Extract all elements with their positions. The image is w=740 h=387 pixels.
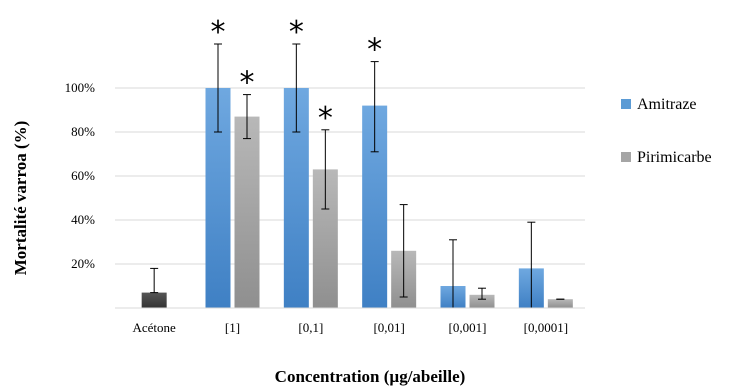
x-tick-label: Acétone xyxy=(133,320,177,335)
x-tick-label: [1] xyxy=(225,320,240,335)
bar-control xyxy=(141,292,167,308)
x-tick-label: [0,0001] xyxy=(524,320,568,335)
bars xyxy=(141,88,573,308)
legend-label: Pirimicarbe xyxy=(637,149,712,166)
x-tick-label: [0,01] xyxy=(373,320,404,335)
y-tick-label: 40% xyxy=(71,212,95,227)
significance-markers: * * * * * xyxy=(211,15,383,136)
y-axis: 20% 40% 60% 80% 100% xyxy=(65,80,96,271)
legend-swatch xyxy=(621,99,631,109)
legend: Amitraze Pirimicarbe xyxy=(621,96,712,166)
significance-star: * xyxy=(240,66,255,101)
y-tick-label: 100% xyxy=(65,80,96,95)
x-tick-label: [0,001] xyxy=(449,320,487,335)
y-tick-label: 60% xyxy=(71,168,95,183)
bar-pirimicarbe xyxy=(234,116,260,308)
bar-pirimicarbe xyxy=(469,294,495,308)
legend-swatch xyxy=(621,152,631,162)
significance-star: * xyxy=(211,15,226,50)
x-axis-title: Concentration (µg/abeille) xyxy=(275,367,466,386)
x-axis: Acétone [1] [0,1] [0,01] [0,001] [0,0001] xyxy=(133,320,569,335)
x-tick-label: [0,1] xyxy=(298,320,323,335)
legend-label: Amitraze xyxy=(637,96,697,113)
significance-star: * xyxy=(367,33,382,68)
y-axis-title: Mortalité varroa (%) xyxy=(11,121,30,276)
bar-pirimicarbe xyxy=(547,299,573,308)
gridlines xyxy=(115,87,585,265)
y-tick-label: 20% xyxy=(71,256,95,271)
significance-star: * xyxy=(318,101,333,136)
significance-star: * xyxy=(289,15,304,50)
error-bars xyxy=(150,43,565,309)
y-tick-label: 80% xyxy=(71,124,95,139)
